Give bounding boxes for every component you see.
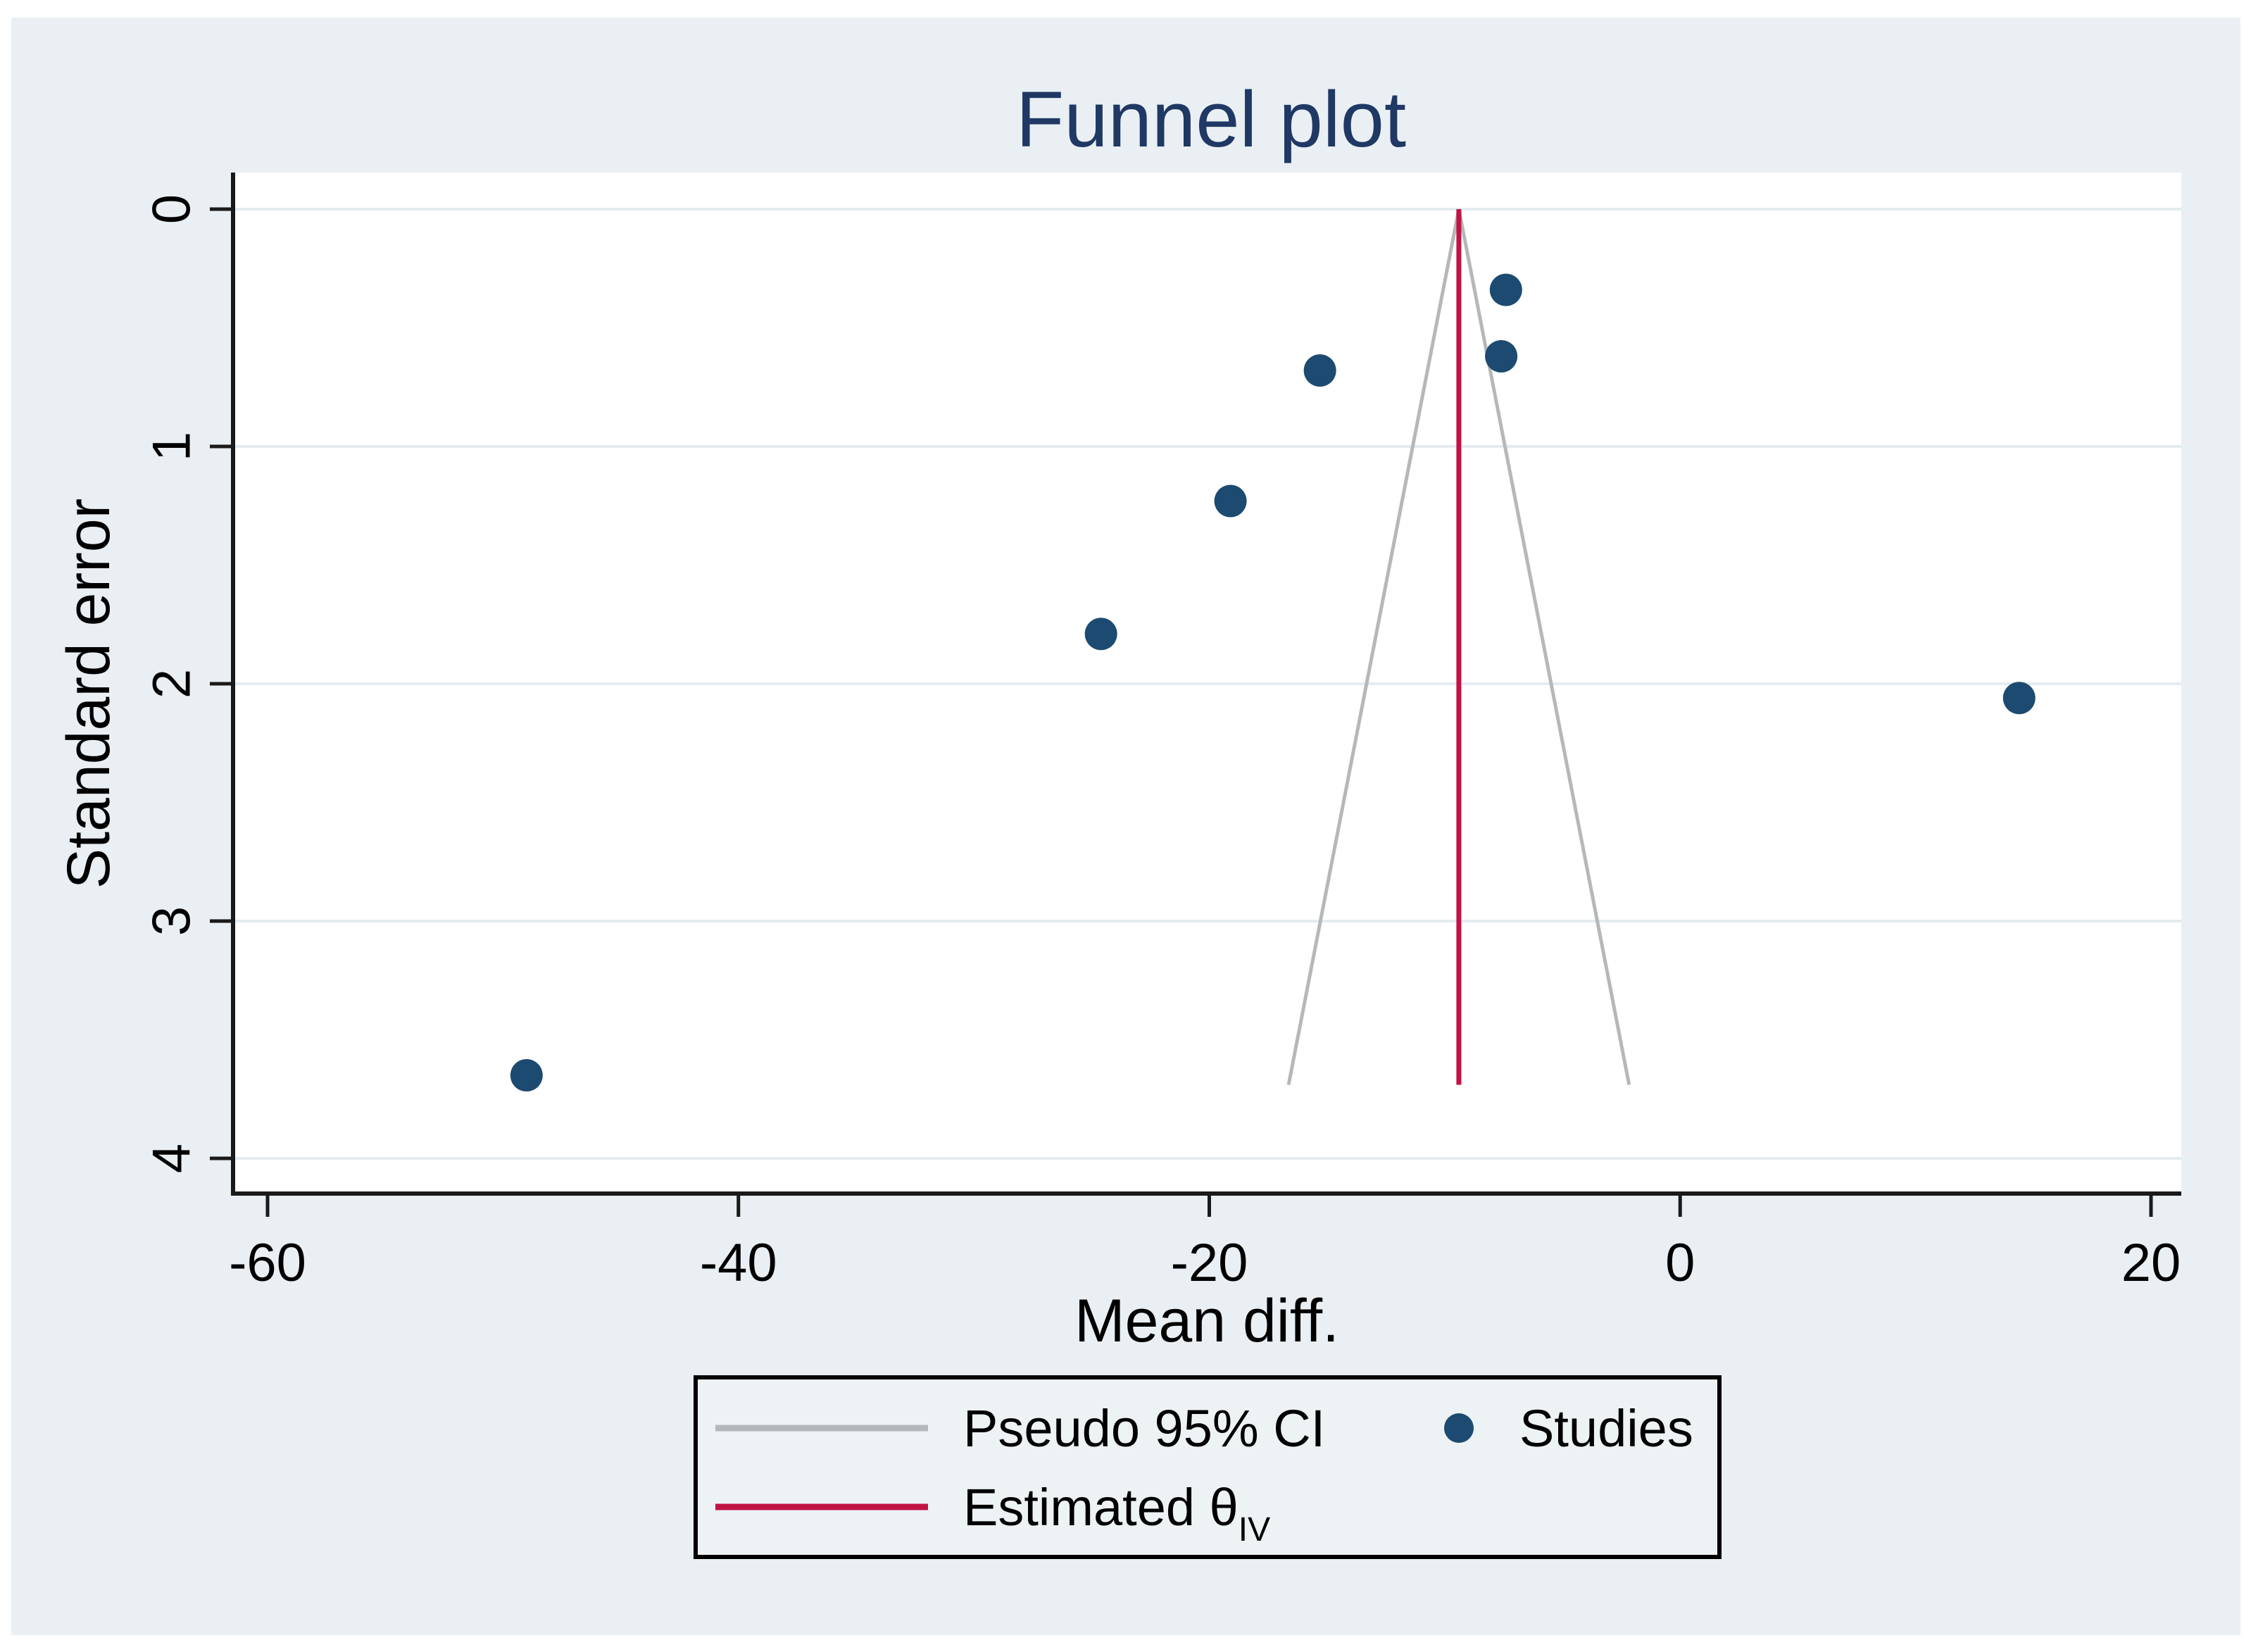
legend-box — [694, 1375, 1722, 1559]
pseudo-ci-left-line — [1286, 208, 1461, 1086]
y-tick-label-3: 3 — [142, 906, 202, 936]
y-tick-label-0: 0 — [142, 194, 202, 224]
gridlines-layer — [233, 208, 2181, 1160]
x-tick-label-0: 0 — [1665, 1233, 1695, 1293]
study-point — [510, 1059, 543, 1092]
study-point — [2002, 682, 2036, 715]
legend-estimate-label: Estimated θIV — [963, 1478, 1270, 1548]
study-point — [1489, 273, 1522, 306]
x-tick-label-20: 20 — [2121, 1233, 2181, 1293]
study-point — [1214, 484, 1247, 518]
tick-labels-layer: -60 -40 -20 0 20 0 1 2 3 4 — [142, 194, 2181, 1293]
y-tick-label-1: 1 — [142, 432, 202, 461]
studies-layer — [510, 273, 2036, 1092]
x-tick-label--40: -40 — [700, 1233, 777, 1293]
x-tick-label--20: -20 — [1171, 1233, 1248, 1293]
study-point — [1303, 354, 1336, 387]
legend-studies-dot-sample — [1444, 1413, 1474, 1443]
legend-pseudo-ci-label: Pseudo 95% CI — [963, 1399, 1325, 1458]
y-axis-title: Standard error — [55, 499, 123, 889]
study-point — [1485, 339, 1518, 373]
axes-layer — [210, 173, 2181, 1217]
legend-estimate-label-main: Estimated θ — [963, 1478, 1239, 1537]
y-tick-label-4: 4 — [142, 1144, 202, 1173]
x-axis-title: Mean diff. — [1074, 1287, 1339, 1355]
legend: Pseudo 95% CI Studies Estimated θIV — [694, 1375, 1722, 1559]
chart-title: Funnel plot — [1016, 75, 1406, 163]
study-point — [1084, 618, 1117, 651]
legend-studies-label: Studies — [1519, 1399, 1693, 1458]
legend-estimate-label-subscript: IV — [1239, 1511, 1270, 1548]
y-tick-label-2: 2 — [142, 669, 202, 699]
x-tick-label--60: -60 — [229, 1233, 306, 1293]
